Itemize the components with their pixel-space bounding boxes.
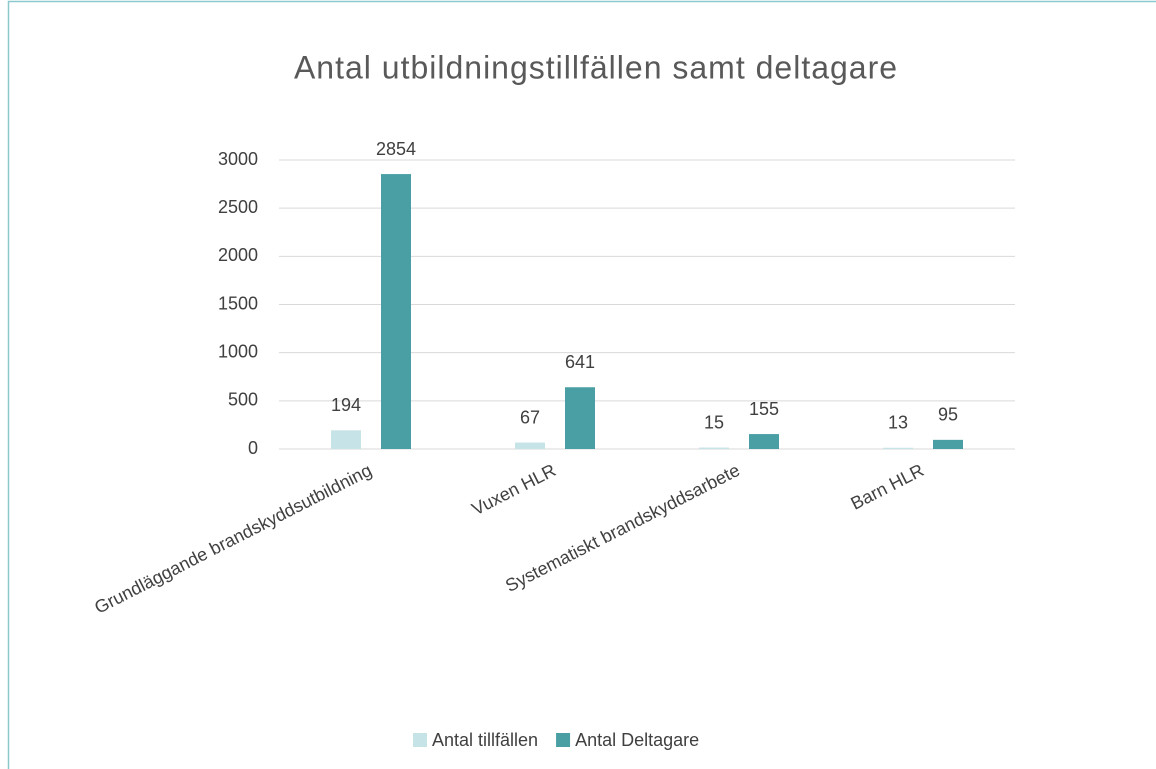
data-label: 155: [749, 399, 779, 419]
y-tick-label: 2500: [218, 197, 258, 217]
bar: [381, 174, 411, 449]
data-label: 67: [520, 407, 540, 427]
bar: [699, 447, 729, 449]
data-label: 13: [888, 412, 908, 432]
x-tick-label: Grundläggande brandskyddsutbildning: [91, 460, 375, 618]
y-tick-label: 500: [228, 390, 258, 410]
y-tick-label: 1000: [218, 341, 258, 361]
bar: [565, 387, 595, 449]
data-label: 2854: [376, 139, 416, 159]
data-label: 95: [938, 405, 958, 425]
x-tick-label: Vuxen HLR: [468, 460, 559, 519]
legend-swatch: [413, 733, 427, 747]
bar: [883, 447, 913, 449]
data-label: 641: [565, 352, 595, 372]
x-tick-label: Barn HLR: [847, 460, 926, 514]
chart-title: Antal utbildningstillfällen samt deltaga…: [294, 49, 898, 85]
bar: [749, 434, 779, 449]
bar: [933, 439, 963, 449]
legend-swatch: [556, 733, 571, 747]
y-tick-label: 0: [248, 438, 258, 458]
y-tick-label: 1500: [218, 293, 258, 313]
bar: [515, 442, 545, 449]
data-label: 15: [704, 412, 724, 432]
data-label: 194: [331, 395, 361, 415]
y-tick-label: 3000: [218, 149, 258, 169]
frame: [7, 0, 1156, 769]
legend-label: Antal Deltagare: [575, 730, 699, 750]
legend-label: Antal tillfällen: [432, 730, 538, 750]
bar: [331, 430, 361, 449]
y-tick-label: 2000: [218, 245, 258, 265]
